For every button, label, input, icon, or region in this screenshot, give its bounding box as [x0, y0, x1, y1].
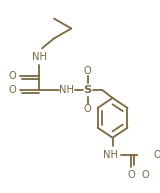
Text: O: O	[84, 66, 92, 76]
Text: O: O	[153, 150, 160, 160]
Text: O: O	[128, 170, 135, 180]
Text: NH: NH	[32, 52, 47, 62]
Text: S: S	[84, 85, 92, 95]
Text: O: O	[8, 85, 16, 95]
Text: O: O	[141, 170, 149, 180]
Text: NH: NH	[59, 85, 74, 95]
Text: O: O	[84, 104, 92, 114]
Text: O: O	[8, 71, 16, 81]
Text: NH: NH	[103, 150, 118, 160]
